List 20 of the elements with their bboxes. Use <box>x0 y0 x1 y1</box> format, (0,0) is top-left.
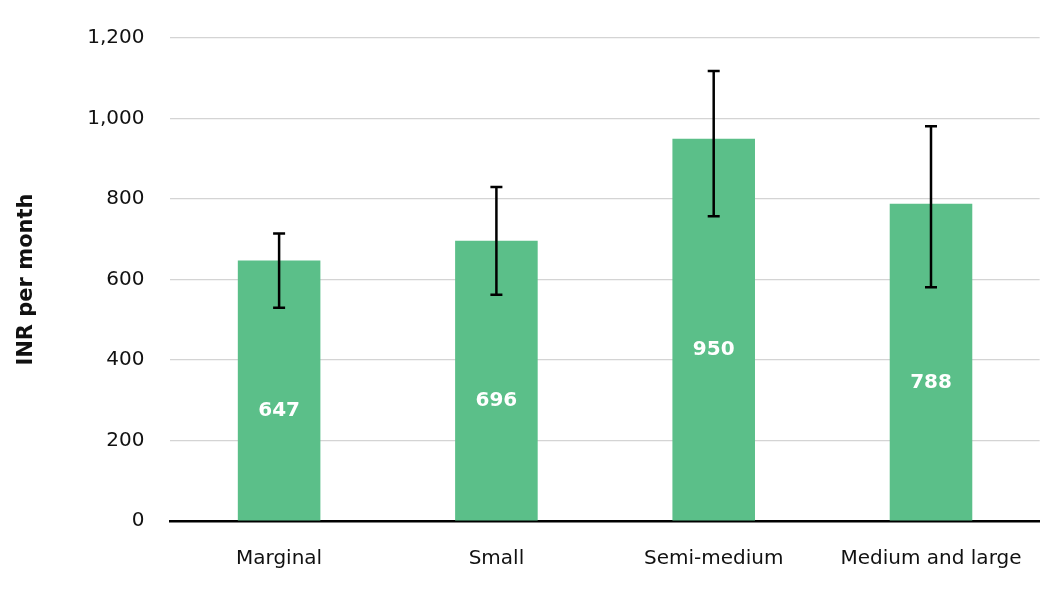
x-tick-label: Semi-medium <box>643 545 784 570</box>
data-label: 788 <box>910 368 952 393</box>
x-tick-label: Marginal <box>236 545 323 570</box>
x-tick-label: Small <box>468 545 525 570</box>
y-tick-label: 400 <box>106 346 145 371</box>
x-tick-label: Medium and large <box>840 545 1022 570</box>
y-tick-label: 1,200 <box>87 24 145 49</box>
y-tick-label: 200 <box>106 426 145 451</box>
bar <box>889 203 973 521</box>
y-tick-label: 0 <box>131 507 145 532</box>
bar <box>672 138 755 521</box>
y-axis-title: INR per month <box>13 193 38 366</box>
data-label: 647 <box>258 396 300 421</box>
data-label: 696 <box>475 387 518 412</box>
y-tick-label: 600 <box>106 265 145 290</box>
data-label: 950 <box>692 336 735 361</box>
y-tick-label: 800 <box>106 185 145 210</box>
bar <box>237 260 321 521</box>
bar <box>455 240 538 521</box>
y-tick-label: 1,000 <box>87 104 145 129</box>
